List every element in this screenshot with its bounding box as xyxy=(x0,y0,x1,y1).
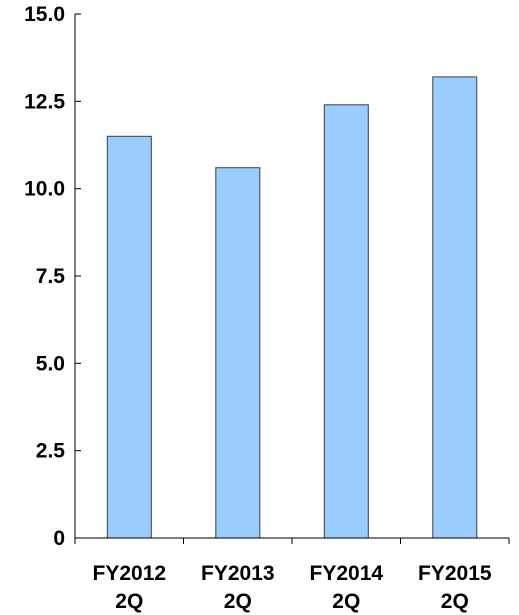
y-tick-label: 0 xyxy=(53,527,65,550)
x-tick-label: 2Q xyxy=(441,590,469,613)
x-labels-group: FY2012 2Q FY2013 2Q FY2014 2Q FY2015 2Q xyxy=(93,562,492,613)
x-tick-label: FY2015 xyxy=(418,562,492,585)
x-tick-label: FY2013 xyxy=(201,562,275,585)
y-tick-label: 7.5 xyxy=(36,265,66,288)
x-tick-label: FY2014 xyxy=(310,562,384,585)
x-tick-label: FY2012 xyxy=(93,562,167,585)
x-tick-label: 2Q xyxy=(115,590,143,613)
y-tick-label: 2.5 xyxy=(36,440,66,463)
bar-1 xyxy=(215,167,261,539)
bar-2 xyxy=(323,104,369,539)
y-tick-label: 15.0 xyxy=(24,3,65,26)
y-tick-label: 12.5 xyxy=(24,90,65,113)
y-ticks-group: 0 2.5 5.0 7.5 10.0 12.5 15.0 xyxy=(24,3,81,550)
bar-0 xyxy=(106,135,152,539)
y-tick-label: 5.0 xyxy=(36,352,65,375)
x-tick-label: 2Q xyxy=(332,590,360,613)
x-tick-label: 2Q xyxy=(224,590,252,613)
bars-group xyxy=(106,76,478,539)
y-tick-label: 10.0 xyxy=(24,178,65,201)
bar-3 xyxy=(432,76,478,539)
